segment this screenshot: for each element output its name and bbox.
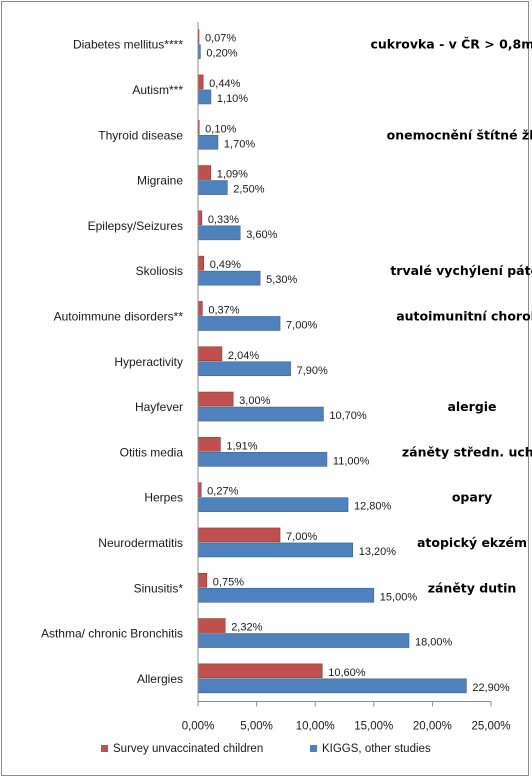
legend-swatch-kiggs	[310, 745, 317, 752]
bar-survey	[197, 210, 203, 226]
value-label: 2,50%	[233, 184, 264, 196]
category-label: Diabetes mellitus****	[73, 38, 183, 52]
annotation-label: trvalé vychýlení páteře	[390, 263, 532, 278]
bar-survey	[197, 663, 323, 679]
value-label: 5,30%	[266, 274, 297, 286]
annotation-label: atopický ekzém	[417, 535, 527, 550]
value-label: 7,00%	[286, 531, 317, 543]
category-label: Autism***	[132, 83, 183, 97]
value-label: 7,00%	[286, 319, 317, 331]
bars	[197, 29, 467, 694]
value-label: 10,70%	[329, 410, 367, 422]
value-labels: 0,07% 0,20% 0,44% 1,10% 0,10% 1,70% 1,09% 2,50%…	[205, 33, 510, 694]
category-label: Hayfever	[135, 400, 183, 414]
bar-kiggs	[197, 406, 324, 422]
bar-kiggs	[197, 316, 281, 331]
category-label: Autoimmune disorders**	[54, 309, 184, 323]
category-label: Allergies	[137, 672, 183, 686]
legend-label: Survey unvaccinated children	[113, 743, 263, 755]
value-label: 0,10%	[205, 123, 236, 135]
bar-survey	[197, 346, 223, 362]
value-label: 0,49%	[210, 259, 241, 271]
bar-survey	[197, 165, 212, 180]
value-label: 11,00%	[333, 455, 370, 467]
bar-survey	[197, 74, 204, 90]
value-label: 0,44%	[209, 78, 240, 90]
legend-label: KIGGS, other studies	[322, 743, 431, 755]
x-tick-label: 25,00%	[471, 721, 510, 733]
category-labels: Diabetes mellitus**** Autism*** Thyroid di…	[41, 38, 183, 686]
x-tick-label: 20,00%	[413, 721, 452, 733]
value-label: 3,60%	[246, 229, 277, 241]
bar-kiggs	[197, 678, 467, 694]
category-label: Herpes	[144, 491, 183, 505]
annotation-label: záněty středn. ucha	[402, 444, 532, 459]
value-label: 0,37%	[208, 304, 239, 316]
value-label: 22,90%	[472, 682, 510, 694]
annotation-label: onemocnění štítné žlázy	[387, 127, 532, 142]
category-label: Epilepsy/Seizures	[88, 219, 183, 233]
category-label: Asthma/ chronic Bronchitis	[41, 627, 183, 641]
value-label: 13,20%	[359, 546, 397, 558]
category-label: Hyperactivity	[114, 355, 183, 369]
bar-kiggs	[197, 225, 241, 241]
bar-kiggs	[197, 134, 219, 150]
value-label: 1,09%	[217, 169, 248, 181]
category-label: Thyroid disease	[98, 128, 183, 142]
value-label: 2,32%	[231, 622, 262, 634]
x-tick-label: 5,00%	[240, 721, 273, 733]
bar-kiggs	[197, 452, 328, 467]
annotation-label: záněty dutin	[428, 580, 517, 595]
legend: Survey unvaccinated children KIGGS, other…	[101, 743, 431, 755]
bar-survey	[197, 437, 221, 452]
value-label: 7,90%	[297, 365, 328, 377]
bar-survey	[197, 301, 203, 316]
value-label: 3,00%	[239, 395, 270, 407]
value-label: 18,00%	[415, 637, 453, 649]
value-label: 0,07%	[205, 33, 236, 45]
bar-survey	[197, 255, 205, 271]
x-ticks: 0,00% 5,00% 10,00% 15,00% 20,00% 25,00%	[182, 701, 511, 733]
legend-swatch-survey	[101, 745, 108, 752]
value-label: 0,75%	[213, 576, 244, 588]
x-tick-label: 0,00%	[182, 721, 215, 733]
value-label: 1,91%	[226, 440, 257, 452]
x-tick-label: 15,00%	[354, 721, 393, 733]
value-label: 0,20%	[206, 48, 237, 60]
annotation-label: autoimunitní choroby	[396, 308, 532, 323]
category-label: Neurodermatitis	[98, 536, 183, 550]
bar-kiggs	[197, 89, 212, 105]
value-label: 10,60%	[328, 667, 366, 679]
value-label: 0,27%	[207, 486, 238, 498]
value-label: 2,04%	[228, 350, 259, 362]
value-label: 15,00%	[380, 591, 418, 603]
bar-kiggs	[197, 180, 228, 195]
category-label: Otitis media	[120, 445, 184, 459]
bar-kiggs	[197, 633, 410, 648]
bar-kiggs	[197, 270, 261, 286]
annotation-label: opary	[452, 490, 492, 505]
bar-kiggs	[197, 361, 291, 377]
bar-survey	[197, 618, 226, 633]
bar-kiggs	[197, 587, 375, 603]
value-label: 12,80%	[354, 501, 392, 513]
bar-kiggs	[197, 542, 354, 558]
bar-kiggs	[197, 497, 349, 512]
annotation-label: cukrovka - v ČR > 0,8milionu	[370, 37, 532, 52]
annotation-label: alergie	[447, 399, 496, 414]
category-label: Migraine	[137, 174, 183, 188]
category-label: Sinusitis*	[134, 581, 184, 595]
value-label: 1,70%	[224, 138, 255, 150]
bar-survey	[197, 527, 281, 543]
annotations: cukrovka - v ČR > 0,8milionu onemocnění š…	[370, 37, 532, 596]
x-tick-label: 10,00%	[296, 721, 335, 733]
bar-survey	[197, 391, 234, 407]
value-label: 0,33%	[208, 214, 239, 226]
bar-survey	[197, 572, 208, 588]
value-label: 1,10%	[217, 93, 248, 105]
category-label: Skoliosis	[136, 264, 183, 278]
